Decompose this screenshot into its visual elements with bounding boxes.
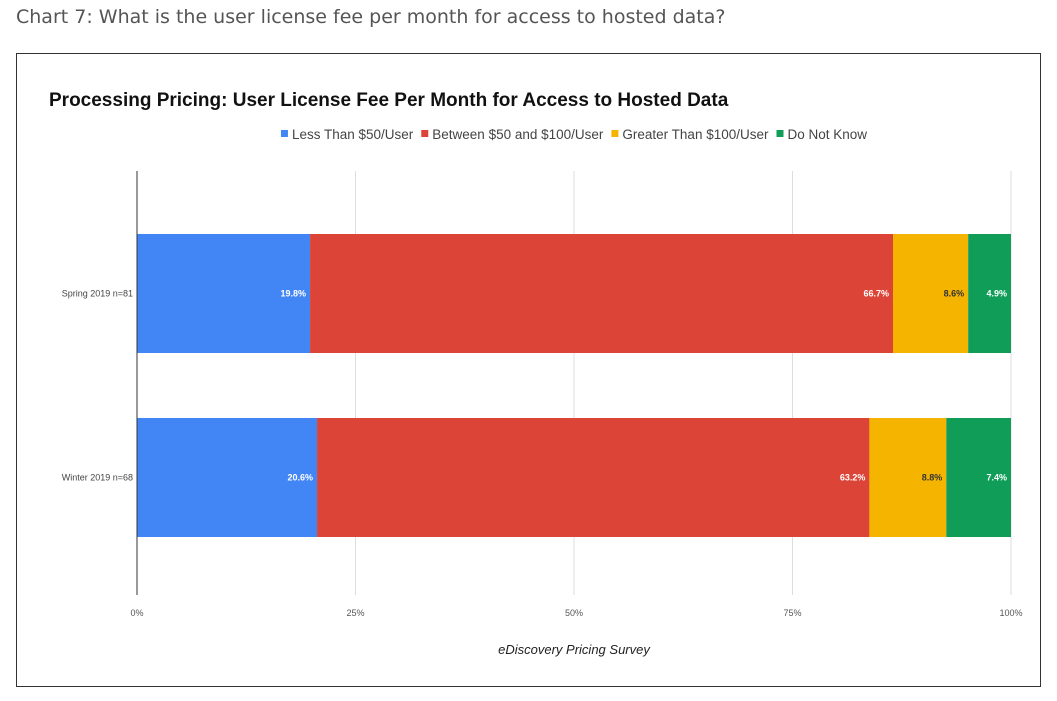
chart-legend: Less Than $50/User Between $50 and $100/U… <box>280 127 868 142</box>
data-label: 7.4% <box>986 473 1007 483</box>
category-label: Winter 2019 n=68 <box>62 473 133 483</box>
chart-bars: 19.8% 66.7% 8.6% 4.9% 20.6% 63.2% 8.8% 7.4% <box>137 234 1011 537</box>
chart-caption: Chart 7: What is the user license fee pe… <box>16 6 726 28</box>
bar-segment <box>946 418 1011 537</box>
chart-frame: Processing Pricing: User License Fee Per… <box>16 53 1041 687</box>
chart-title: Processing Pricing: User License Fee Per… <box>49 90 729 111</box>
x-tick-label: 0% <box>130 608 143 618</box>
x-tick-label: 75% <box>783 608 801 618</box>
bar-segment <box>317 418 870 537</box>
legend-item: Do Not Know <box>776 127 868 142</box>
bar-segment <box>869 418 947 537</box>
legend-swatch <box>611 130 619 137</box>
legend-swatch <box>776 130 784 137</box>
data-label: 20.6% <box>288 473 314 483</box>
data-label: 4.9% <box>986 289 1007 299</box>
stacked-bar-chart: Processing Pricing: User License Fee Per… <box>49 90 1023 657</box>
chart-axis: 0% 25% 50% 75% 100% Spring 2019 n=81 Winter 20… <box>62 171 1023 618</box>
legend-swatch <box>280 130 288 137</box>
data-label: 8.8% <box>922 473 943 483</box>
legend-label: Greater Than $100/User <box>622 127 769 142</box>
category-label: Spring 2019 n=81 <box>62 289 133 299</box>
legend-item: Greater Than $100/User <box>611 127 769 142</box>
data-label: 63.2% <box>840 473 866 483</box>
bar-segment <box>137 418 318 537</box>
legend-label: Between $50 and $100/User <box>432 127 604 142</box>
x-tick-label: 100% <box>999 608 1022 618</box>
x-tick-label: 25% <box>346 608 364 618</box>
bar-segment <box>310 234 894 353</box>
data-label: 66.7% <box>863 289 889 299</box>
legend-label: Do Not Know <box>788 127 868 142</box>
legend-label: Less Than $50/User <box>292 127 414 142</box>
legend-item: Between $50 and $100/User <box>421 127 604 142</box>
data-label: 19.8% <box>281 289 307 299</box>
x-axis-label: eDiscovery Pricing Survey <box>498 642 651 657</box>
bar-segment <box>137 234 311 353</box>
legend-swatch <box>421 130 429 137</box>
bar-segment <box>893 234 969 353</box>
legend-item: Less Than $50/User <box>280 127 414 142</box>
data-label: 8.6% <box>944 289 965 299</box>
bar-segment <box>968 234 1011 353</box>
x-tick-label: 50% <box>565 608 583 618</box>
